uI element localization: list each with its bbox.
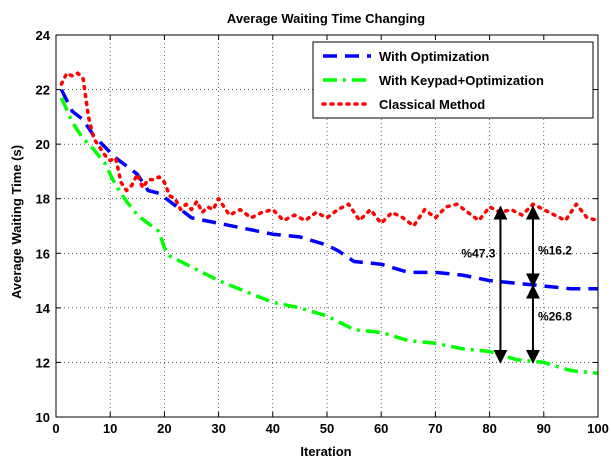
x-tick-label: 70 [428,421,442,436]
x-tick-label: 50 [320,421,334,436]
x-tick-label: 90 [537,421,551,436]
legend-label: With Optimization [379,49,489,64]
x-tick-label: 0 [52,421,59,436]
x-axis-label: Iteration [300,444,351,459]
x-tick-label: 60 [374,421,388,436]
x-tick-label: 40 [266,421,280,436]
legend-label: With Keypad+Optimization [379,73,544,88]
series-line-1 [59,88,598,291]
series-lines [59,71,600,376]
y-tick-label: 24 [36,28,51,43]
annotations: %16.2 %26.8 %47.3 [461,205,572,364]
y-tick-label: 20 [36,137,50,152]
legend-label: Classical Method [379,97,485,112]
series-line-2 [59,97,599,376]
x-tick-label: 10 [103,421,117,436]
x-tick-label: 20 [157,421,171,436]
x-tick-label: 100 [587,421,609,436]
series-line-3 [59,71,600,228]
y-tick-label: 16 [36,246,50,261]
y-tick-label: 18 [36,192,50,207]
annotation-label: %47.3 [461,247,495,261]
legend: With Optimization With Keypad+Optimizatio… [312,41,594,119]
annotation-label: %26.8 [538,310,572,324]
x-tick-label: 80 [482,421,496,436]
y-tick-label: 12 [36,355,50,370]
y-tick-label: 10 [36,410,50,425]
chart-title: Average Waiting Time Changing [227,11,425,26]
y-axis-label: Average Waiting Time (s) [9,145,24,299]
y-tick-label: 14 [36,301,51,316]
x-tick-label: 30 [211,421,225,436]
annotation-label: %16.2 [538,243,572,257]
y-tick-label: 22 [36,83,50,98]
